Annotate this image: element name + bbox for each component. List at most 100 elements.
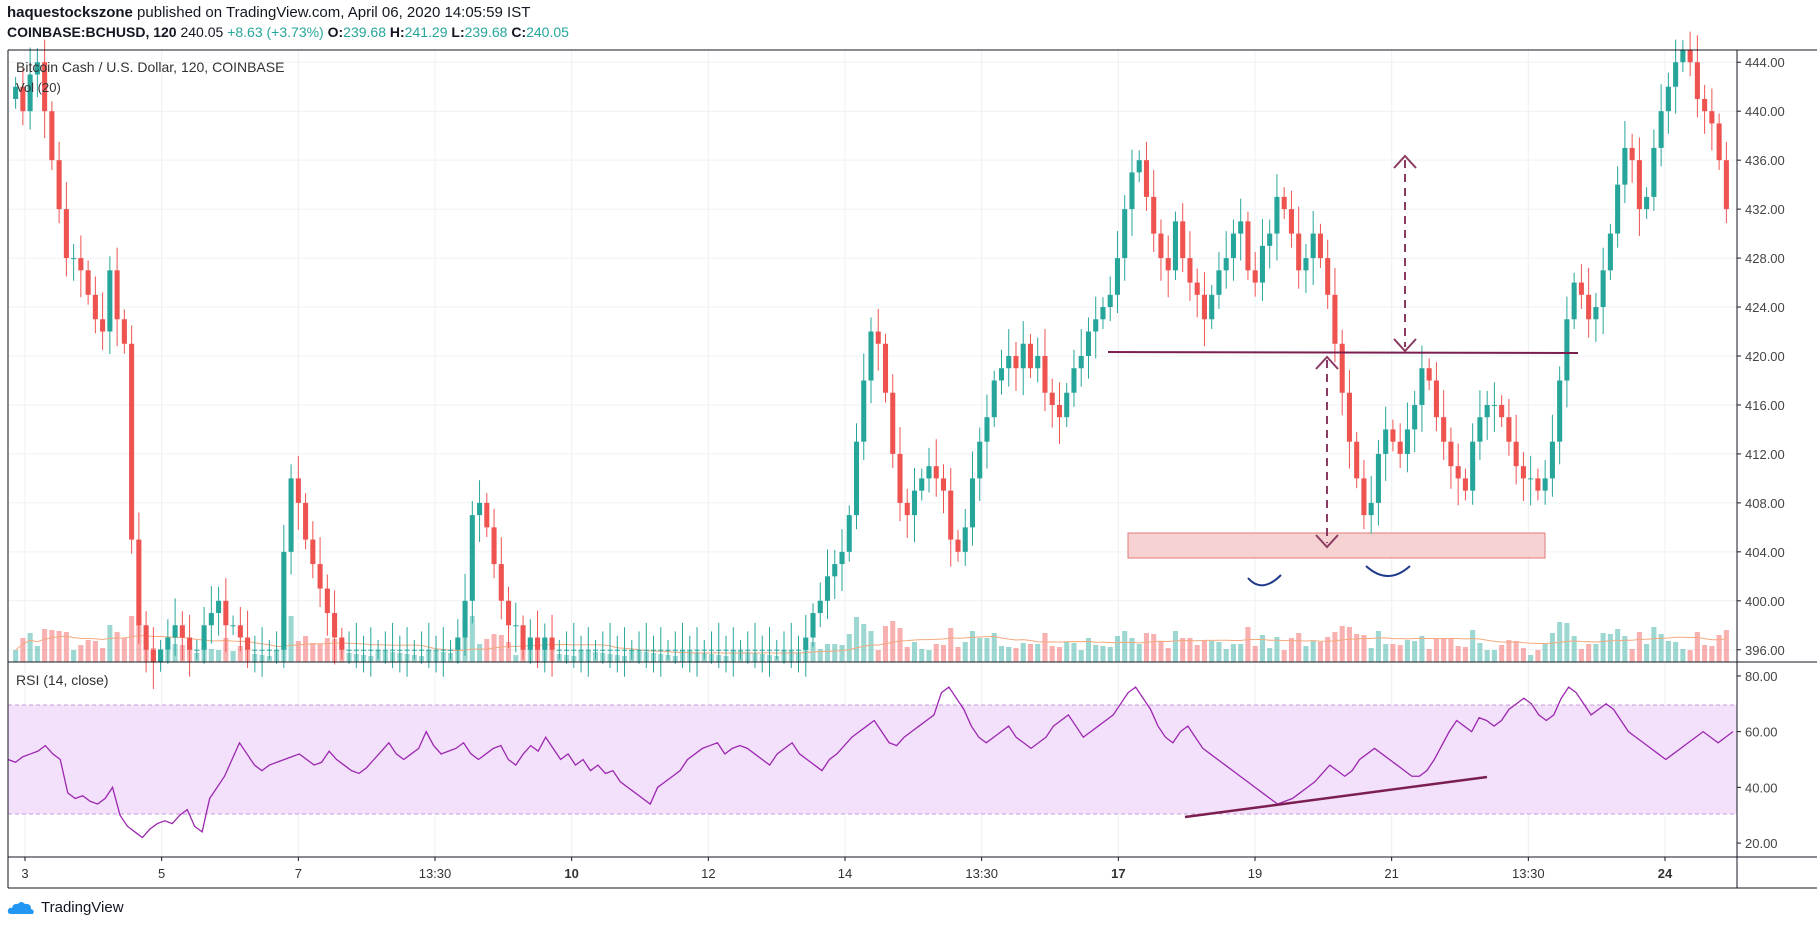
volume-bar <box>1499 645 1505 662</box>
price-tick-label: 412.00 <box>1745 447 1785 462</box>
time-tick-label: 10 <box>564 866 578 881</box>
author-name[interactable]: haquestockszone <box>7 4 133 21</box>
volume-bar <box>1107 647 1113 662</box>
candle-body <box>1607 233 1613 271</box>
candle <box>636 631 642 664</box>
candle-body <box>114 270 120 320</box>
candle <box>397 635 403 673</box>
candle-body <box>1035 356 1041 369</box>
candle-body <box>1281 196 1287 210</box>
candle <box>904 488 910 538</box>
volume-bar <box>1056 647 1063 662</box>
candle-body <box>1006 356 1012 369</box>
candle-body <box>1259 245 1265 283</box>
candle-body <box>455 637 461 650</box>
candle-body <box>100 319 106 332</box>
rsi-tick-label: 40.00 <box>1745 780 1778 795</box>
volume-bar <box>1542 644 1548 662</box>
volume-bar <box>1013 648 1019 662</box>
candle <box>839 529 845 592</box>
candle <box>542 623 548 673</box>
candle <box>1680 40 1686 73</box>
volume-bar <box>303 636 309 662</box>
rsi-tick-label: 80.00 <box>1745 669 1778 684</box>
candle-body <box>339 637 345 650</box>
candle <box>1390 419 1396 452</box>
candle-body <box>1122 209 1128 259</box>
candle-body <box>861 380 867 442</box>
candle <box>1361 460 1367 530</box>
candle-body <box>1448 441 1454 467</box>
candle-body <box>1709 111 1715 124</box>
candle <box>607 622 613 669</box>
candle <box>85 260 91 305</box>
candle <box>650 635 657 673</box>
rsi-band <box>8 705 1737 814</box>
volume-bar <box>1426 649 1432 662</box>
candle <box>1557 366 1563 465</box>
candle <box>1332 267 1338 363</box>
volume-bar <box>1607 634 1613 662</box>
candle <box>56 141 62 224</box>
candle-body <box>1644 196 1650 210</box>
candle <box>317 537 323 607</box>
candle-body <box>1723 160 1729 210</box>
volume-bar <box>1600 633 1606 662</box>
volume-bar <box>100 648 106 662</box>
candle <box>1499 395 1505 427</box>
candle <box>100 292 106 350</box>
candle <box>578 635 584 673</box>
volume-bar <box>1694 632 1700 662</box>
candle-body <box>1296 233 1302 271</box>
candle <box>1013 341 1019 391</box>
candle-body <box>766 649 773 651</box>
candle-body <box>1390 429 1396 442</box>
candle-body <box>1158 233 1164 259</box>
candle <box>643 622 649 669</box>
candle-body <box>404 649 410 651</box>
candle-body <box>535 637 541 650</box>
candle-body <box>274 649 280 651</box>
candle-body <box>498 564 504 601</box>
volume-bar <box>1702 645 1708 662</box>
rsi-tick-label: 60.00 <box>1745 725 1778 740</box>
candle-body <box>853 441 860 516</box>
candle <box>1658 84 1664 167</box>
volume-bar <box>310 643 316 662</box>
candle-body <box>527 637 533 650</box>
candle-body <box>1375 453 1381 503</box>
volume-bar <box>955 647 961 662</box>
candle-body <box>172 625 178 638</box>
candle-body <box>1129 172 1135 210</box>
candle <box>194 639 200 660</box>
volume-bar <box>991 633 997 662</box>
candle <box>390 622 396 669</box>
volume-bar <box>1462 647 1468 662</box>
candle <box>614 635 620 673</box>
candle-body <box>824 576 831 601</box>
tradingview-logo[interactable]: TradingView <box>7 899 124 916</box>
candle-body <box>440 649 446 651</box>
candle-body <box>1455 466 1461 479</box>
candle-body <box>1114 258 1121 295</box>
candle <box>1462 468 1468 501</box>
candle-body <box>1368 502 1374 516</box>
candle <box>1404 402 1410 473</box>
price-tick-label: 416.00 <box>1745 398 1785 413</box>
candle-body <box>1441 417 1447 442</box>
candle <box>752 622 758 669</box>
candle-body <box>1520 466 1526 479</box>
candle-body <box>1187 258 1193 283</box>
volume-bar <box>1223 649 1229 662</box>
candle <box>477 480 483 543</box>
candle-body <box>1071 368 1077 393</box>
bottom-curve-left <box>1247 574 1282 587</box>
candle <box>1114 231 1121 314</box>
candle <box>78 235 84 298</box>
candle <box>107 256 113 355</box>
volume-bar <box>839 645 845 662</box>
candle-body <box>1042 356 1048 393</box>
candle <box>71 244 77 281</box>
candle-body <box>665 649 671 651</box>
